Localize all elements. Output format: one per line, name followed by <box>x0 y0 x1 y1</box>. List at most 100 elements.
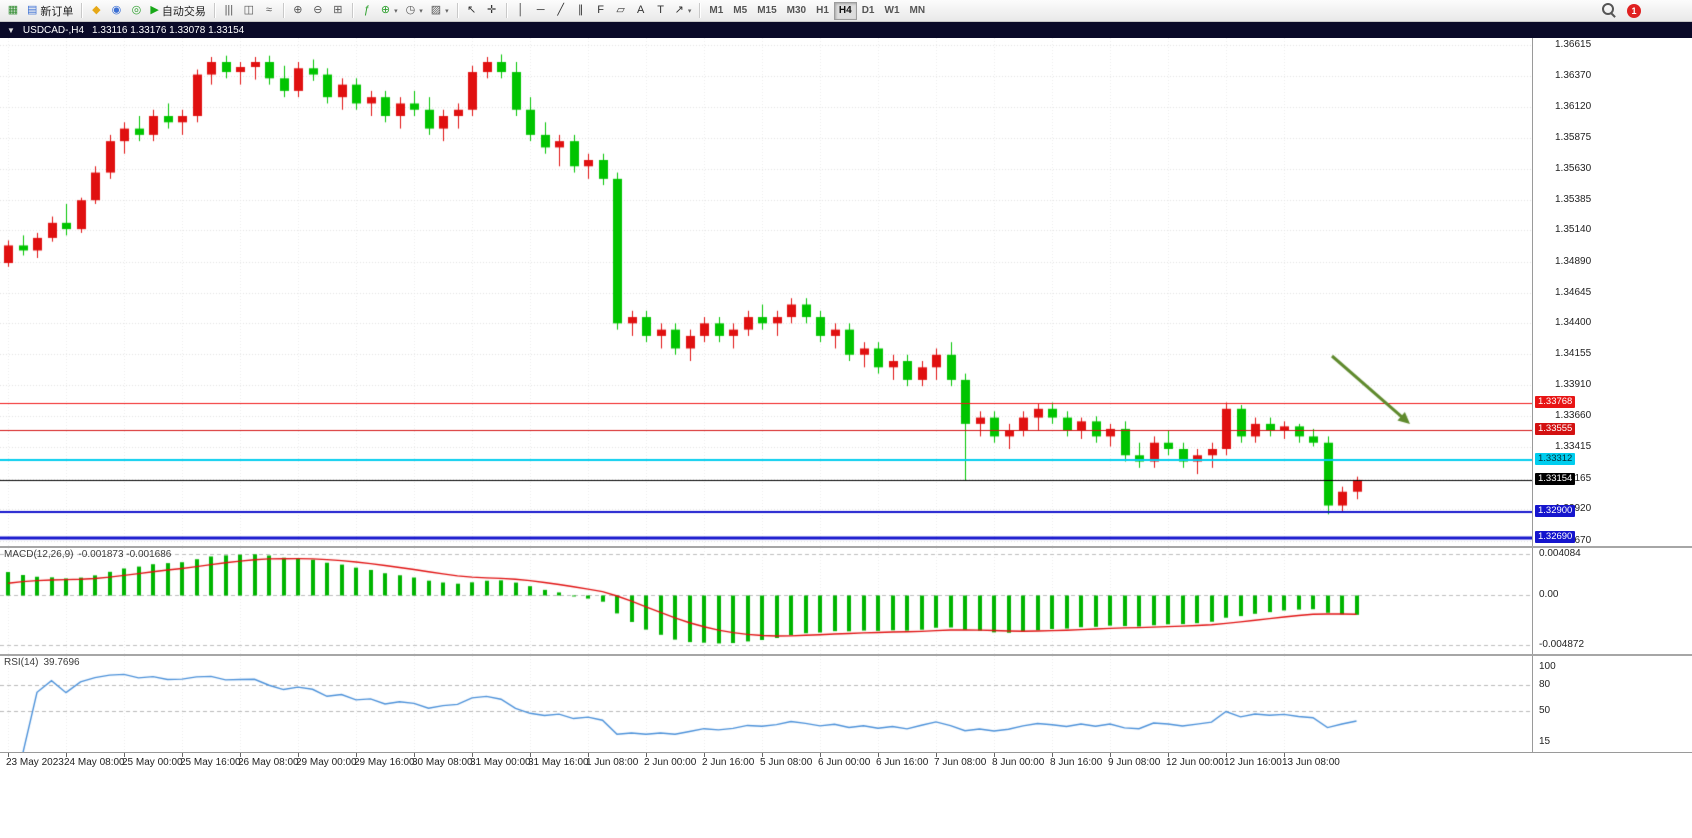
toolbar-text-button[interactable]: A <box>631 2 651 20</box>
time-axis-label: 29 May 00:00 <box>296 757 357 768</box>
toolbar-horizontal-line-button[interactable]: ─ <box>531 2 551 20</box>
rsi-name: RSI(14) <box>4 657 39 668</box>
tile-windows-icon: ⊞ <box>333 4 343 16</box>
time-axis-tick <box>240 753 241 757</box>
toolbar-equidistant-channel-button[interactable]: ∥ <box>571 2 591 20</box>
toolbar-line-chart-button[interactable]: ≈ <box>259 2 279 20</box>
macd-label: MACD(12,26,9) -0.001873 -0.001686 <box>4 549 171 560</box>
price-axis-tick: 1.33415 <box>1555 441 1592 453</box>
time-axis-tick <box>820 753 821 757</box>
toolbar-metaeditor-button[interactable]: ◆ <box>86 2 106 20</box>
chevron-down-icon: ▾ <box>445 7 449 15</box>
horizontal-line-icon: ─ <box>536 4 545 16</box>
chevron-down-icon: ▾ <box>394 7 398 15</box>
arrows-icon: ↗ <box>674 4 684 16</box>
toolbar-cursor-button[interactable]: ↖ <box>462 2 482 20</box>
toolbar-tile-windows-button[interactable]: ⊞ <box>328 2 348 20</box>
toolbar-new-order-button[interactable]: ▤ 新订单 <box>23 2 77 20</box>
crosshair-icon: ✛ <box>487 4 497 16</box>
toolbar-button-groups: ▦ ▤ 新订单 ◆ ◉ ◎ ▶ 自动交易 ||| ◫ ≈ ⊕ ⊖ ⊞ ƒ ⊕ ▾ ◷ ▾ ▨ ▾ ↖ ✛ │ ─ ╱ ∥ F ▱ A T ↗ ▾… <box>3 0 930 21</box>
search-icon[interactable] <box>1602 3 1617 18</box>
timeframe-mn-button[interactable]: MN <box>905 2 931 20</box>
chevron-down-icon: ▾ <box>419 7 423 15</box>
time-axis-label: 8 Jun 00:00 <box>992 757 1045 768</box>
toolbar-candlestick-chart-button[interactable]: ◫ <box>239 2 259 20</box>
toolbar-shapes-button[interactable]: ▱ <box>611 2 631 20</box>
toolbar-templates-button[interactable]: ▨ ▾ <box>427 2 453 20</box>
toolbar-separator <box>456 3 458 18</box>
rsi-label: RSI(14) 39.7696 <box>4 657 80 668</box>
timeframe-m1-button[interactable]: M1 <box>704 2 728 20</box>
time-axis-label: 2 Jun 00:00 <box>644 757 697 768</box>
toolbar-zoom-in-button[interactable]: ⊕ <box>288 2 308 20</box>
time-axis-tick <box>1284 753 1285 757</box>
toolbar-periods-button[interactable]: ◷ ▾ <box>402 2 427 20</box>
toolbar-fibonacci-button[interactable]: F <box>591 2 611 20</box>
time-axis-tick <box>646 753 647 757</box>
timeframe-h1-button[interactable]: H1 <box>811 2 834 20</box>
toolbar-market-watch-button[interactable]: ◎ <box>126 2 146 20</box>
panel-separator[interactable] <box>0 654 1692 656</box>
price-plot <box>0 38 1532 546</box>
toolbar-auto-trading-button[interactable]: ▶ 自动交易 <box>146 2 209 20</box>
timeframe-d1-button[interactable]: D1 <box>857 2 880 20</box>
rsi-plot: RSI(14) 39.7696 <box>0 656 1532 752</box>
timeframe-h4-button[interactable]: H4 <box>833 1 857 20</box>
time-axis-label: 24 May 08:00 <box>64 757 125 768</box>
cursor-icon: ↖ <box>467 4 477 16</box>
timeframe-m15-button[interactable]: M15 <box>752 2 781 20</box>
metaeditor-icon: ◆ <box>92 4 101 16</box>
time-axis-tick <box>588 753 589 757</box>
time-axis-tick <box>1226 753 1227 757</box>
panel-separator[interactable] <box>0 546 1692 548</box>
rsi-axis[interactable]: 100 80 50 15 <box>1532 656 1692 752</box>
time-axis-tick <box>704 753 705 757</box>
toolbar-arrows-button[interactable]: ↗ ▾ <box>671 2 696 20</box>
status-area <box>0 770 1692 836</box>
toolbar-indicators-button[interactable]: ƒ <box>357 2 377 20</box>
rsi-panel: RSI(14) 39.7696 100 80 50 15 <box>0 656 1692 752</box>
toolbar-crosshair-button[interactable]: ✛ <box>482 2 502 20</box>
notification-badge[interactable]: 1 <box>1627 3 1641 18</box>
time-axis-label: 12 Jun 16:00 <box>1224 757 1282 768</box>
rsi-value: 39.7696 <box>43 657 80 668</box>
rsi-chart-canvas[interactable] <box>0 656 1532 752</box>
rsi-axis-tick: 50 <box>1539 704 1551 716</box>
time-axis[interactable]: 23 May 2023 24 May 08:00 25 May 00:00 25 Ma… <box>0 752 1692 770</box>
toolbar-trendline-button[interactable]: ╱ <box>551 2 571 20</box>
timeframe-m30-button[interactable]: M30 <box>782 2 811 20</box>
time-axis-tick <box>1052 753 1053 757</box>
auto-trading-icon: ▶ <box>150 4 159 16</box>
toolbar-bar-chart-button[interactable]: ||| <box>219 2 239 20</box>
toolbar-add-indicator-button[interactable]: ⊕ ▾ <box>377 2 402 20</box>
macd-panel: MACD(12,26,9) -0.001873 -0.001686 0.00408… <box>0 548 1692 654</box>
toolbar-vertical-line-button[interactable]: │ <box>511 2 531 20</box>
macd-chart-canvas[interactable] <box>0 548 1532 654</box>
price-panel: 1.36615 1.36370 1.36120 1.35875 1.35630 1.353… <box>0 38 1692 546</box>
time-axis-label: 26 May 08:00 <box>238 757 299 768</box>
price-chart-canvas[interactable] <box>0 38 1532 546</box>
toolbar: ▦ ▤ 新订单 ◆ ◉ ◎ ▶ 自动交易 ||| ◫ ≈ ⊕ ⊖ ⊞ ƒ ⊕ ▾ ◷ ▾ ▨ ▾ ↖ ✛ │ ─ ╱ ∥ F ▱ A T ↗ ▾… <box>0 0 1692 22</box>
zoom-in-icon: ⊕ <box>293 4 303 16</box>
price-axis-tick: 1.36615 <box>1555 39 1592 51</box>
timeframe-m5-button[interactable]: M5 <box>728 2 752 20</box>
price-level-badge: 1.33154 <box>1535 472 1576 485</box>
time-axis-label: 12 Jun 00:00 <box>1166 757 1224 768</box>
add-indicator-icon: ⊕ <box>380 4 391 16</box>
toolbar-navigator-button[interactable]: ◉ <box>106 2 126 20</box>
toolbar-zoom-out-button[interactable]: ⊖ <box>308 2 328 20</box>
toolbar-separator <box>699 3 701 18</box>
market-watch-icon: ◎ <box>131 4 142 16</box>
price-axis[interactable]: 1.36615 1.36370 1.36120 1.35875 1.35630 1.353… <box>1532 38 1692 546</box>
chart-collapse-icon[interactable]: ▼ <box>7 25 15 35</box>
time-axis-tick <box>530 753 531 757</box>
time-axis-label: 25 May 00:00 <box>122 757 183 768</box>
price-level-badge: 1.32690 <box>1535 531 1576 544</box>
chart-title-symbol: USDCAD-,H4 <box>22 24 85 36</box>
macd-axis[interactable]: 0.004084 0.00 -0.004872 <box>1532 548 1692 654</box>
timeframe-w1-button[interactable]: W1 <box>880 2 905 20</box>
toolbar-text-label-button[interactable]: T <box>651 2 671 20</box>
macd-axis-tick: -0.004872 <box>1539 639 1585 651</box>
toolbar-new-chart-button[interactable]: ▦ <box>3 2 23 20</box>
